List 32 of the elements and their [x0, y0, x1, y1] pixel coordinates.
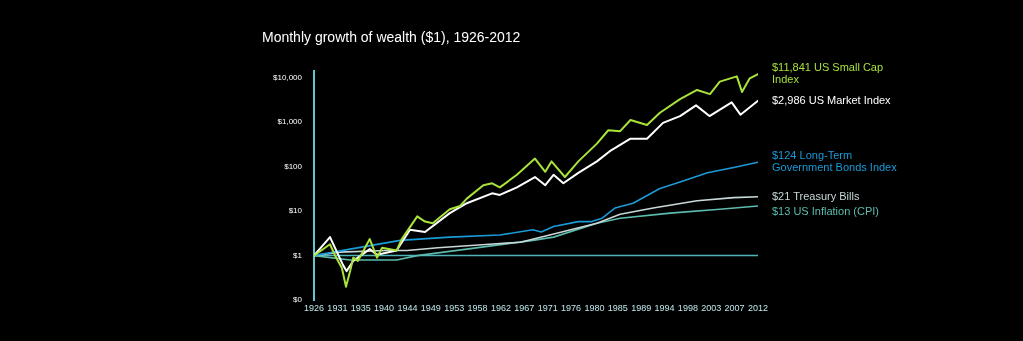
y-tick-label: $1,000 — [277, 117, 303, 127]
x-tick-label: 1985 — [607, 303, 628, 314]
x-tick-label: 1940 — [374, 303, 395, 314]
x-tick-label: 1962 — [490, 303, 511, 314]
x-tick-label: 2003 — [701, 303, 722, 314]
series-label: $13 US Inflation (CPI) — [772, 204, 879, 217]
x-tick-label: 1989 — [631, 303, 652, 314]
x-tick-label: 1994 — [654, 303, 675, 314]
chart-title: Monthly growth of wealth ($1), 1926-2012 — [262, 29, 521, 46]
series-label: $21 Treasury Bills — [772, 189, 860, 202]
y-tick-label: $0 — [293, 295, 303, 305]
x-tick-label: 1958 — [467, 303, 488, 314]
y-tick-label: $10,000 — [273, 72, 303, 82]
x-tick-label: 2007 — [724, 303, 745, 314]
series-label: $2,986 US Market Index — [772, 93, 892, 106]
y-tick-label: $1 — [293, 250, 303, 260]
series-label: $124 Long-Term Government Bonds Index — [772, 149, 898, 174]
x-tick-label: 1935 — [350, 303, 371, 314]
x-tick-label: 1980 — [584, 303, 605, 314]
x-tick-label: 1971 — [537, 303, 558, 314]
x-tick-label: 1926 — [303, 303, 325, 314]
x-tick-label: 2012 — [747, 303, 769, 314]
x-tick-label: 1944 — [397, 303, 418, 314]
x-tick-label: 1949 — [420, 303, 441, 314]
series-label: $11,841 US Small Cap Index — [772, 61, 884, 86]
y-tick-label: $100 — [284, 161, 303, 171]
y-tick-label: $10 — [288, 206, 303, 216]
x-tick-label: 1967 — [514, 303, 535, 314]
x-tick-label: 1976 — [561, 303, 582, 314]
x-tick-label: 1998 — [677, 303, 698, 314]
x-tick-label: 1931 — [327, 303, 348, 314]
x-tick-label: 1953 — [444, 303, 465, 314]
